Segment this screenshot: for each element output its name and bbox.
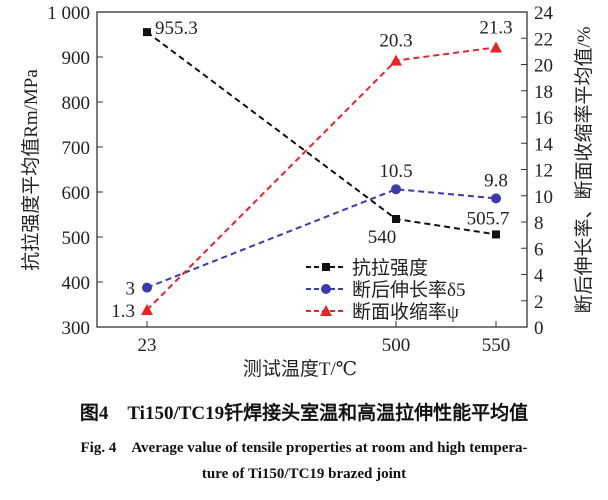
caption-en-line2: ture of Ti150/TC19 brazed joint bbox=[201, 466, 407, 482]
caption-cn: 图4 Ti150/TC19钎焊接头室温和高温拉伸性能平均值 bbox=[79, 403, 529, 424]
data-label: 505.7 bbox=[467, 208, 510, 229]
data-point bbox=[143, 28, 151, 37]
left-tick-label: 300 bbox=[62, 318, 91, 339]
data-point bbox=[391, 184, 401, 195]
data-point bbox=[492, 230, 500, 239]
left-tick-label: 500 bbox=[62, 228, 91, 249]
data-label: 540 bbox=[368, 227, 397, 248]
data-label: 3 bbox=[126, 279, 136, 300]
left-tick-label: 400 bbox=[62, 273, 91, 294]
right-tick-label: 8 bbox=[534, 213, 544, 234]
right-tick-label: 4 bbox=[534, 266, 544, 287]
series-line-1 bbox=[146, 31, 497, 236]
right-tick-label: 0 bbox=[534, 318, 544, 339]
right-tick-label: 6 bbox=[534, 239, 544, 260]
left-tick-label: 1 000 bbox=[47, 3, 90, 24]
data-point bbox=[491, 193, 501, 204]
left-tick-label: 800 bbox=[62, 93, 91, 114]
right-tick-label: 24 bbox=[534, 3, 554, 24]
left-axis-label: 抗拉强度平均值Rm/MPa bbox=[20, 69, 42, 271]
right-tick-label: 10 bbox=[534, 187, 553, 208]
legend-marker bbox=[322, 263, 330, 271]
data-point bbox=[142, 282, 152, 293]
legend-marker bbox=[321, 284, 331, 294]
legend-label: 断后伸长率δ5 bbox=[352, 279, 465, 301]
data-point bbox=[392, 215, 400, 223]
left-tick-label: 900 bbox=[62, 48, 91, 69]
legend-marker bbox=[320, 305, 332, 316]
right-axis-label: 断后伸长率、断面收缩率平均值/% bbox=[573, 26, 595, 313]
legend-label: 断面收缩率ψ bbox=[352, 301, 459, 323]
data-label: 955.3 bbox=[155, 18, 198, 39]
data-label: 1.3 bbox=[111, 301, 135, 322]
data-label: 20.3 bbox=[379, 31, 412, 52]
left-tick-label: 700 bbox=[62, 138, 91, 159]
right-tick-label: 18 bbox=[534, 82, 553, 103]
series-line-3 bbox=[146, 46, 497, 311]
data-point bbox=[390, 54, 402, 66]
left-tick-label: 600 bbox=[62, 183, 91, 204]
legend-label: 抗拉强度 bbox=[352, 257, 428, 279]
data-label: 21.3 bbox=[479, 17, 512, 38]
caption-en-line1: Fig. 4 Average value of tensile properti… bbox=[80, 440, 528, 456]
x-axis-label: 测试温度T/℃ bbox=[243, 358, 357, 380]
right-tick-label: 14 bbox=[534, 134, 554, 155]
right-tick-label: 16 bbox=[534, 108, 553, 129]
data-label: 10.5 bbox=[379, 161, 412, 182]
right-tick-label: 12 bbox=[534, 161, 553, 182]
series-line-2 bbox=[146, 188, 497, 289]
right-tick-label: 22 bbox=[534, 29, 553, 50]
right-tick-label: 2 bbox=[534, 292, 544, 313]
x-tick-label: 500 bbox=[382, 335, 411, 356]
data-point bbox=[490, 41, 502, 53]
right-tick-label: 20 bbox=[534, 56, 553, 77]
data-label: 9.8 bbox=[484, 170, 508, 191]
x-tick-label: 550 bbox=[482, 335, 511, 356]
data-point bbox=[141, 303, 153, 315]
x-tick-label: 23 bbox=[138, 335, 157, 356]
